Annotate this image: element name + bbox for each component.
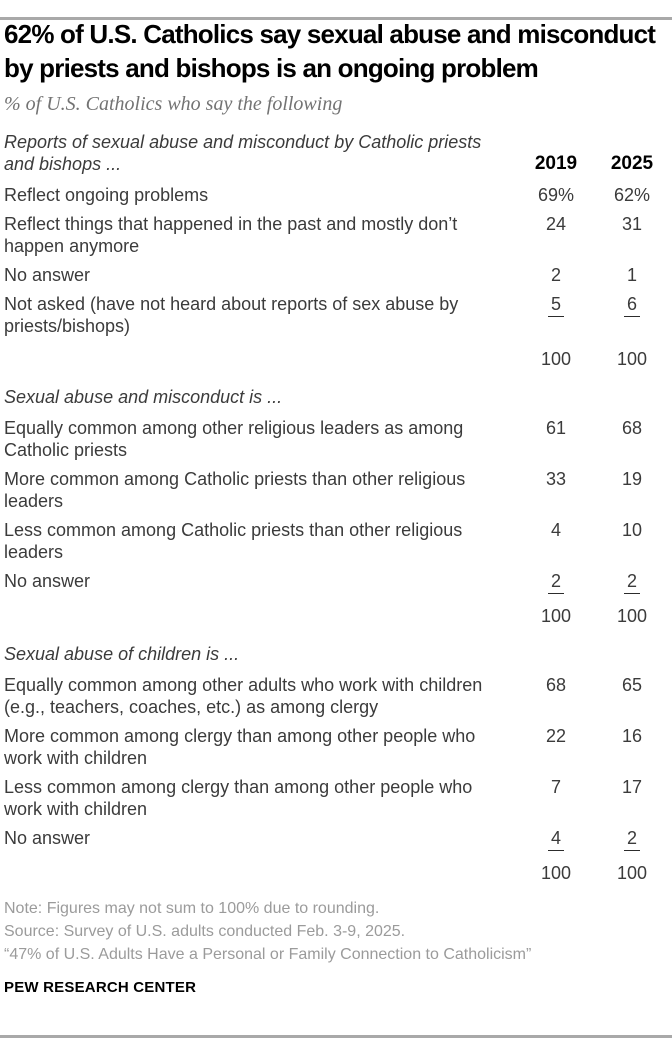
value-2019: 68 xyxy=(545,675,567,695)
row-label: Less common among clergy than among othe… xyxy=(4,777,473,819)
value-2019: 4 xyxy=(518,827,594,851)
total-2019: 100 xyxy=(540,349,572,369)
bottom-divider xyxy=(0,1035,672,1038)
section-1-title: Reports of sexual abuse and misconduct b… xyxy=(4,132,482,174)
row-label: No answer xyxy=(4,571,91,591)
table-row: Equally common among other religious lea… xyxy=(4,417,670,461)
footer-note: Note: Figures may not sum to 100% due to… xyxy=(4,900,380,917)
table-row: Less common among clergy than among othe… xyxy=(4,776,670,820)
total-2025: 100 xyxy=(616,349,648,369)
section-2-title: Sexual abuse and misconduct is ... xyxy=(4,387,283,407)
table-row: More common among Catholic priests than … xyxy=(4,468,670,512)
row-label: Not asked (have not heard about reports … xyxy=(4,294,459,336)
page-subtitle: % of U.S. Catholics who say the followin… xyxy=(4,93,343,115)
value-2025: 2 xyxy=(594,570,670,594)
row-label: No answer xyxy=(4,265,91,285)
row-label: No answer xyxy=(4,828,91,848)
value-2019: 7 xyxy=(550,777,561,797)
table-row: Less common among Catholic priests than … xyxy=(4,519,670,563)
value-2019: 2 xyxy=(550,265,561,285)
table-row: No answer 2 1 xyxy=(4,264,670,286)
row-label: Reflect ongoing problems xyxy=(4,185,209,205)
value-2019: 33 xyxy=(545,469,567,489)
value-2019: 2 xyxy=(518,570,594,594)
data-table: Reports of sexual abuse and misconduct b… xyxy=(4,131,670,884)
value-2025: 1 xyxy=(626,265,637,285)
total-2019: 100 xyxy=(540,863,572,883)
value-2025: 16 xyxy=(621,726,643,746)
section-3-title: Sexual abuse of children is ... xyxy=(4,644,240,664)
total-row: 100 100 xyxy=(4,862,670,884)
value-2025: 68 xyxy=(621,418,643,438)
value-2025: 62% xyxy=(613,185,651,205)
underlined-value: 2 xyxy=(547,570,564,594)
row-label: Reflect things that happened in the past… xyxy=(4,214,458,256)
footer-source: Source: Survey of U.S. adults conducted … xyxy=(4,923,406,940)
report-table-card: 62% of U.S. Catholics say sexual abuse a… xyxy=(0,17,672,996)
value-2025: 2 xyxy=(594,827,670,851)
footer: Note: Figures may not sum to 100% due to… xyxy=(4,897,670,996)
column-header-2019: 2019 xyxy=(534,153,578,174)
total-row: 100 100 xyxy=(4,348,670,370)
value-2025: 65 xyxy=(621,675,643,695)
table-row: No answer 4 2 xyxy=(4,827,670,851)
value-2019: 24 xyxy=(545,214,567,234)
value-2025: 6 xyxy=(594,293,670,317)
row-label: More common among clergy than among othe… xyxy=(4,726,476,768)
table-row: Not asked (have not heard about reports … xyxy=(4,293,670,337)
row-label: More common among Catholic priests than … xyxy=(4,469,466,511)
top-divider xyxy=(0,17,672,20)
value-2025: 19 xyxy=(621,469,643,489)
value-2019: 69% xyxy=(537,185,575,205)
section-1-header-row: Reports of sexual abuse and misconduct b… xyxy=(4,131,670,175)
table-row: Reflect ongoing problems 69% 62% xyxy=(4,184,670,206)
table-row: More common among clergy than among othe… xyxy=(4,725,670,769)
underlined-value: 5 xyxy=(547,293,564,317)
page-title: 62% of U.S. Catholics say sexual abuse a… xyxy=(4,19,656,83)
table-row: No answer 2 2 xyxy=(4,570,670,594)
table-row: Equally common among other adults who wo… xyxy=(4,674,670,718)
column-header-2025: 2025 xyxy=(610,153,654,174)
value-2025: 31 xyxy=(621,214,643,234)
row-label: Equally common among other religious lea… xyxy=(4,418,464,460)
total-2025: 100 xyxy=(616,863,648,883)
total-2019: 100 xyxy=(540,606,572,626)
value-2019: 61 xyxy=(545,418,567,438)
underlined-value: 4 xyxy=(547,827,564,851)
underlined-value: 6 xyxy=(623,293,640,317)
section-3-header-row: Sexual abuse of children is ... xyxy=(4,643,670,665)
section-2-header-row: Sexual abuse and misconduct is ... xyxy=(4,386,670,408)
value-2025: 17 xyxy=(621,777,643,797)
pew-research-center-wordmark: PEW RESEARCH CENTER xyxy=(4,979,197,996)
underlined-value: 2 xyxy=(623,570,640,594)
footer-report-title: “47% of U.S. Adults Have a Personal or F… xyxy=(4,946,532,963)
value-2019: 22 xyxy=(545,726,567,746)
row-label: Less common among Catholic priests than … xyxy=(4,520,463,562)
table-row: Reflect things that happened in the past… xyxy=(4,213,670,257)
underlined-value: 2 xyxy=(623,827,640,851)
value-2025: 10 xyxy=(621,520,643,540)
value-2019: 4 xyxy=(550,520,561,540)
total-row: 100 100 xyxy=(4,605,670,627)
value-2019: 5 xyxy=(518,293,594,317)
row-label: Equally common among other adults who wo… xyxy=(4,675,483,717)
total-2025: 100 xyxy=(616,606,648,626)
